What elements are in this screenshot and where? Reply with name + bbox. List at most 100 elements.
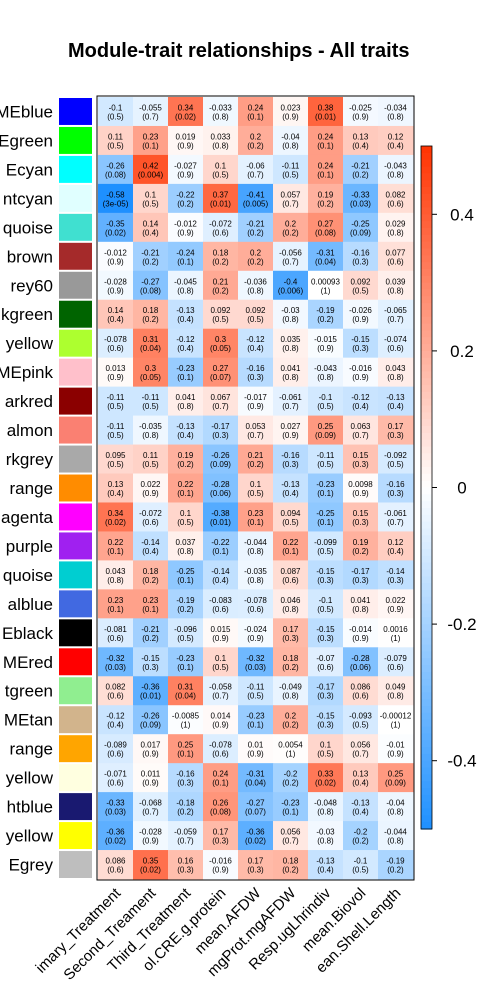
heatmap-cell [168,618,204,648]
cell-correlation: -0.13 [281,480,300,489]
cell-correlation: -0.034 [384,103,407,112]
cell-correlation: -0.19 [316,306,335,315]
cell-correlation: -0.23 [246,712,265,721]
heatmap-cell [378,531,414,561]
cell-pvalue: (0.2) [212,257,229,266]
cell-correlation: -0.32 [106,654,125,663]
cell-pvalue: (0.2) [282,663,299,672]
module-swatch [59,184,92,212]
cell-correlation: 0.25 [318,422,334,431]
heatmap-cell [203,589,239,619]
colorbar-segment [421,173,432,181]
colorbar-segment [421,207,432,215]
colorbar-segment [421,610,432,618]
colorbar-segment [421,658,432,666]
heatmap-cell [308,705,344,735]
colorbar-segment [421,487,432,495]
cell-correlation: 0.037 [175,538,196,547]
cell-pvalue: (0.6) [142,518,159,527]
cell-correlation: 0.056 [280,828,301,837]
colorbar-segment [421,378,432,386]
cell-pvalue: (0.8) [107,576,124,585]
cell-correlation: 0.19 [318,190,334,199]
cell-correlation: 0.023 [280,103,301,112]
heatmap-cell [238,502,274,532]
cell-correlation: -0.061 [384,509,407,518]
heatmap-cell [133,763,169,793]
colorbar-segment [421,371,432,379]
heatmap-cell [203,357,239,388]
row-label: brown [7,247,53,266]
cell-pvalue: (0.3) [317,721,334,730]
cell-pvalue: (0.9) [387,605,404,614]
cell-correlation: -0.099 [314,538,337,547]
cell-correlation: 0.23 [143,596,159,605]
cell-pvalue: (0.09) [140,721,161,730]
heatmap-cell [378,212,414,243]
heatmap-cell [378,183,414,214]
colorbar-segment [421,255,432,263]
cell-pvalue: (0.8) [387,286,404,295]
heatmap-cell [168,357,204,388]
colorbar-segment [421,747,432,755]
cell-correlation: 0.01 [248,741,264,750]
cell-correlation: 0.25 [178,741,194,750]
heatmap-cell [238,270,274,301]
heatmap-cell [98,821,134,851]
cell-correlation: 0.041 [280,364,301,373]
heatmap-cell [168,183,204,214]
heatmap-cell [168,386,204,416]
cell-pvalue: (0.8) [212,112,229,121]
colorbar-segment [421,480,432,489]
cell-pvalue: (0.1) [282,547,299,556]
cell-pvalue: (0.4) [352,808,369,817]
colorbar-segment [421,712,432,721]
colorbar-segment [421,562,432,571]
cell-pvalue: (0.02) [245,837,266,846]
heatmap-cell [238,647,274,677]
heatmap-cell [98,444,134,474]
cell-correlation: -0.14 [211,567,230,576]
chart-title: Module-trait relationships - All traits [68,40,410,62]
cell-pvalue: (0.2) [282,721,299,730]
cell-pvalue: (0.4) [387,141,404,150]
heatmap-cell [273,560,309,590]
cell-pvalue: (0.1) [282,808,299,817]
cell-correlation: -0.074 [384,335,407,344]
colorbar: -0.4 -0.2 0 0.2 0.4 [420,145,477,830]
heatmap-cell [133,850,169,880]
cell-correlation: 0.22 [108,538,124,547]
heatmap-cell [343,97,379,127]
cell-pvalue: (0.3) [352,460,369,469]
heatmap-cell [343,618,379,648]
heatmap-cell [133,328,169,359]
cell-correlation: 0.3 [145,364,157,373]
colorbar-tick-label: -0.4 [447,752,476,771]
cell-correlation: -0.16 [281,451,300,460]
cell-pvalue: (0.2) [352,837,369,846]
cell-pvalue: (0.02) [175,112,196,121]
cell-correlation: 0.022 [385,596,406,605]
cell-pvalue: (0.2) [387,866,404,875]
heatmap-cell [378,415,414,445]
cell-pvalue: (0.3) [317,634,334,643]
cell-correlation: -0.23 [176,654,195,663]
cell-pvalue: (0.7) [247,431,264,440]
cell-correlation: -0.2 [354,828,368,837]
cell-pvalue: (0.05) [210,344,231,353]
heatmap-cell [203,763,239,793]
colorbar-segment [421,337,432,345]
heatmap-cell [343,763,379,793]
cell-pvalue: (0.9) [247,634,264,643]
cell-pvalue: (0.9) [247,402,264,411]
heatmap-cell [203,821,239,851]
colorbar-segment [421,733,432,741]
cell-pvalue: (0.06) [210,489,231,498]
cell-pvalue: (0.01) [140,692,161,701]
cell-pvalue: (0.02) [105,837,126,846]
cell-pvalue: (0.02) [105,518,126,527]
cell-pvalue: (0.4) [352,141,369,150]
cell-pvalue: (0.09) [210,460,231,469]
cell-pvalue: (0.6) [247,605,264,614]
cell-pvalue: (0.5) [352,721,369,730]
